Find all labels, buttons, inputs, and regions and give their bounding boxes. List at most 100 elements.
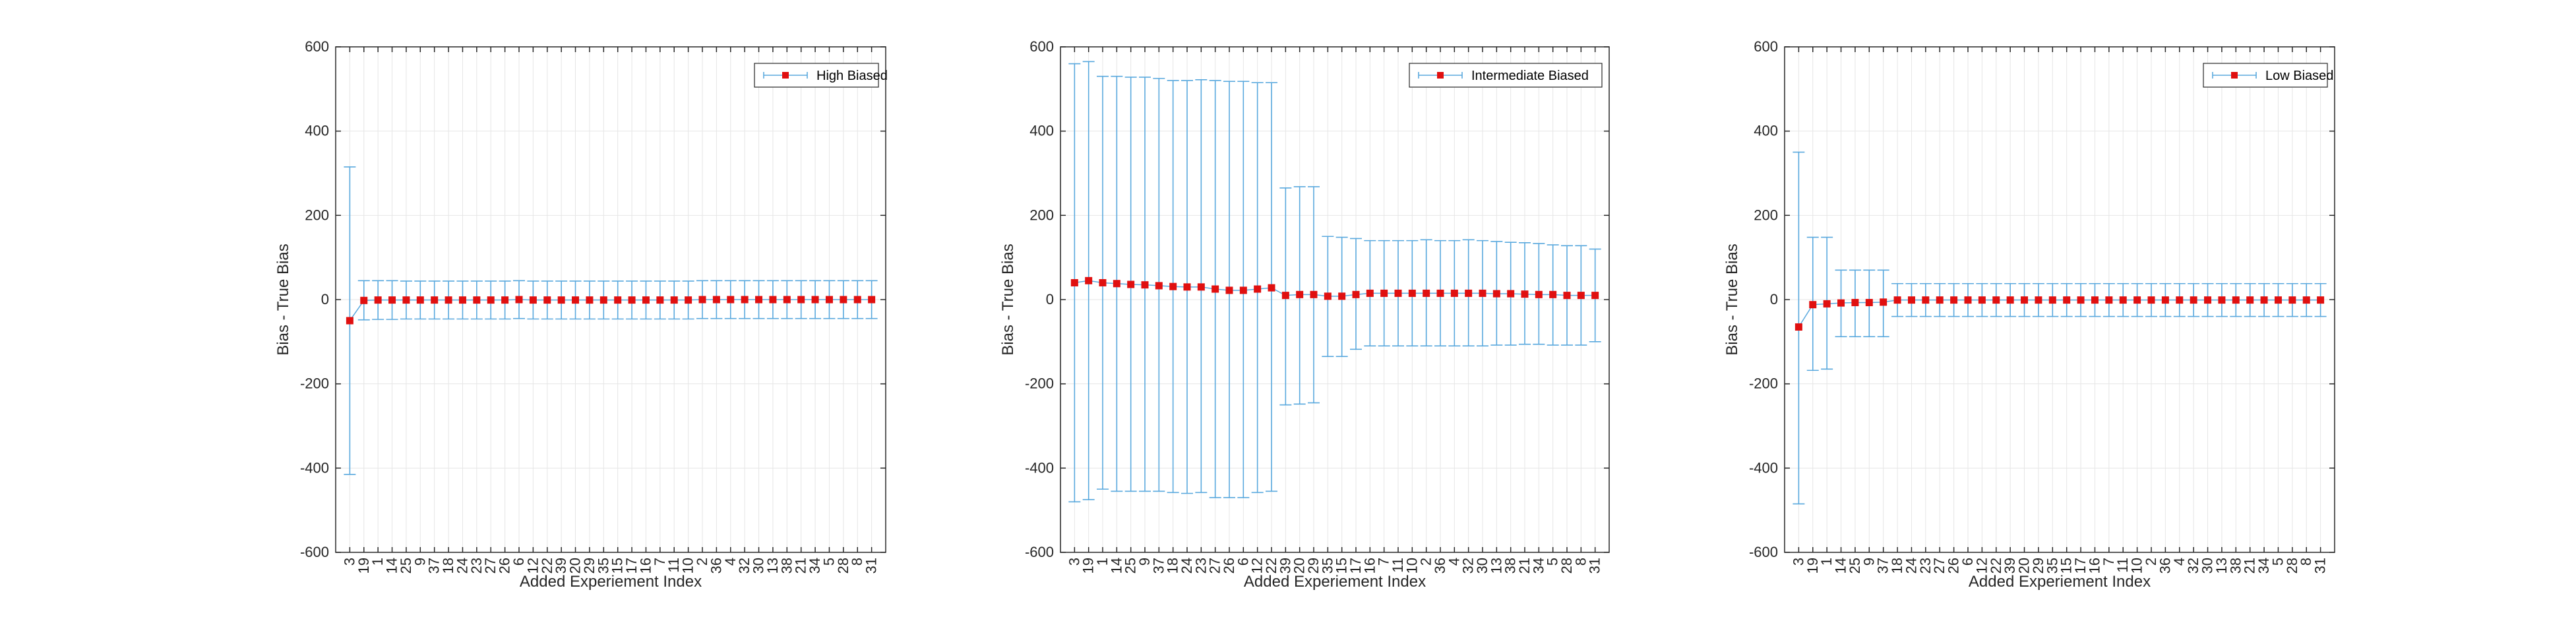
x-tick-label: 9 bbox=[1136, 558, 1153, 566]
data-point bbox=[515, 296, 523, 304]
x-tick-label: 17 bbox=[1347, 558, 1364, 573]
x-tick-label: 19 bbox=[355, 558, 372, 573]
x-tick-label: 13 bbox=[1488, 558, 1504, 573]
x-tick-label: 24 bbox=[1179, 558, 1195, 573]
data-point bbox=[1268, 284, 1275, 292]
data-point bbox=[2176, 296, 2184, 304]
x-tick-label: 15 bbox=[2058, 558, 2075, 573]
data-point bbox=[1113, 280, 1120, 288]
x-tick-label: 7 bbox=[652, 558, 668, 566]
x-tick-label: 20 bbox=[2016, 558, 2033, 573]
data-point bbox=[1211, 285, 1219, 293]
data-point bbox=[1535, 290, 1543, 298]
x-tick-label: 38 bbox=[1502, 558, 1519, 573]
data-point bbox=[1837, 299, 1845, 307]
x-tick-label: 21 bbox=[2242, 558, 2258, 573]
data-point bbox=[487, 296, 495, 304]
data-point bbox=[572, 296, 580, 304]
y-tick-label: 400 bbox=[1029, 123, 1054, 139]
data-point bbox=[1865, 298, 1873, 306]
x-axis-label: Added Experiement Index bbox=[520, 573, 702, 591]
x-tick-label: 32 bbox=[736, 558, 752, 573]
x-tick-label: 17 bbox=[623, 558, 640, 573]
data-point bbox=[1549, 290, 1557, 298]
legend-marker bbox=[1437, 72, 1444, 79]
data-point bbox=[2133, 296, 2141, 304]
x-tick-label: 12 bbox=[1973, 558, 1990, 573]
x-tick-label: 14 bbox=[1108, 558, 1124, 573]
x-tick-label: 36 bbox=[708, 558, 724, 573]
data-point bbox=[2204, 296, 2212, 304]
y-tick-label: 200 bbox=[1029, 207, 1054, 223]
data-point bbox=[416, 296, 424, 304]
data-point bbox=[431, 296, 439, 304]
data-point bbox=[543, 296, 551, 304]
data-point bbox=[458, 296, 466, 304]
data-point bbox=[2091, 296, 2099, 304]
data-point bbox=[685, 296, 692, 304]
x-tick-label: 12 bbox=[524, 558, 541, 573]
x-axis-label: Added Experiement Index bbox=[1969, 573, 2151, 591]
x-tick-label: 31 bbox=[1587, 558, 1603, 573]
data-point bbox=[642, 296, 650, 304]
x-tick-label: 9 bbox=[1860, 558, 1877, 566]
y-tick-label: 200 bbox=[305, 207, 329, 223]
data-point bbox=[698, 296, 706, 304]
y-tick-label: 400 bbox=[305, 123, 329, 139]
data-point bbox=[1893, 296, 1901, 304]
x-tick-label: 28 bbox=[835, 558, 851, 573]
data-point bbox=[529, 296, 537, 304]
x-tick-label: 9 bbox=[412, 558, 428, 566]
data-point bbox=[2190, 296, 2197, 304]
x-tick-label: 24 bbox=[1903, 558, 1919, 573]
x-tick-label: 16 bbox=[2086, 558, 2102, 573]
x-tick-label: 20 bbox=[567, 558, 584, 573]
x-tick-label: 39 bbox=[553, 558, 569, 573]
x-tick-label: 14 bbox=[384, 558, 400, 573]
x-tick-label: 34 bbox=[2255, 558, 2272, 573]
y-tick-label: -400 bbox=[1749, 459, 1778, 476]
x-tick-label: 38 bbox=[778, 558, 795, 573]
x-tick-label: 11 bbox=[665, 558, 682, 573]
x-tick-label: 23 bbox=[1192, 558, 1209, 573]
y-tick-label: -400 bbox=[1025, 459, 1054, 476]
data-point bbox=[1254, 285, 1262, 293]
x-tick-label: 16 bbox=[1361, 558, 1378, 573]
data-point bbox=[1591, 292, 1599, 300]
data-point bbox=[1239, 286, 1247, 294]
data-point bbox=[1197, 283, 1205, 291]
data-point bbox=[727, 296, 735, 304]
data-point bbox=[2147, 296, 2155, 304]
x-tick-label: 12 bbox=[1249, 558, 1266, 573]
x-tick-label: 22 bbox=[1988, 558, 2004, 573]
data-point bbox=[811, 296, 819, 304]
legend-marker bbox=[782, 72, 789, 79]
x-tick-label: 22 bbox=[539, 558, 555, 573]
y-tick-label: -600 bbox=[1025, 544, 1054, 560]
x-tick-label: 19 bbox=[1080, 558, 1097, 573]
data-point bbox=[1155, 282, 1163, 290]
x-tick-label: 1 bbox=[369, 558, 386, 566]
x-tick-label: 11 bbox=[2114, 558, 2131, 573]
x-tick-label: 10 bbox=[2129, 558, 2145, 573]
data-point bbox=[1225, 286, 1233, 294]
x-tick-label: 1 bbox=[1818, 558, 1835, 566]
data-point bbox=[797, 296, 805, 304]
data-point bbox=[1922, 296, 1930, 304]
x-tick-label: 25 bbox=[1847, 558, 1863, 573]
x-tick-label: 3 bbox=[1066, 558, 1082, 566]
data-point bbox=[2048, 296, 2056, 304]
data-point bbox=[2302, 296, 2310, 304]
x-tick-label: 32 bbox=[1460, 558, 1477, 573]
data-point bbox=[614, 296, 622, 304]
data-point bbox=[1563, 292, 1571, 300]
data-point bbox=[1169, 282, 1177, 290]
x-tick-label: 10 bbox=[680, 558, 696, 573]
x-tick-label: 37 bbox=[1875, 558, 1891, 573]
x-tick-label: 6 bbox=[510, 558, 527, 566]
x-tick-label: 17 bbox=[2072, 558, 2089, 573]
x-tick-label: 34 bbox=[1530, 558, 1547, 573]
x-tick-label: 15 bbox=[1334, 558, 1350, 573]
x-tick-label: 14 bbox=[1833, 558, 1849, 573]
x-tick-label: 4 bbox=[2171, 558, 2188, 566]
